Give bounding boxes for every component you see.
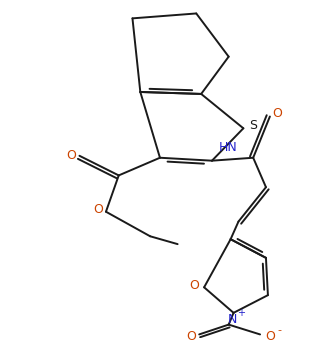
- Text: -: -: [278, 325, 282, 335]
- Text: O: O: [189, 279, 199, 292]
- Text: O: O: [93, 203, 103, 216]
- Text: S: S: [249, 119, 257, 132]
- Text: O: O: [272, 107, 282, 120]
- Text: O: O: [265, 330, 275, 343]
- Text: HN: HN: [218, 141, 237, 154]
- Text: O: O: [67, 149, 77, 162]
- Text: +: +: [237, 308, 246, 318]
- Text: O: O: [187, 330, 196, 343]
- Text: N: N: [228, 313, 237, 326]
